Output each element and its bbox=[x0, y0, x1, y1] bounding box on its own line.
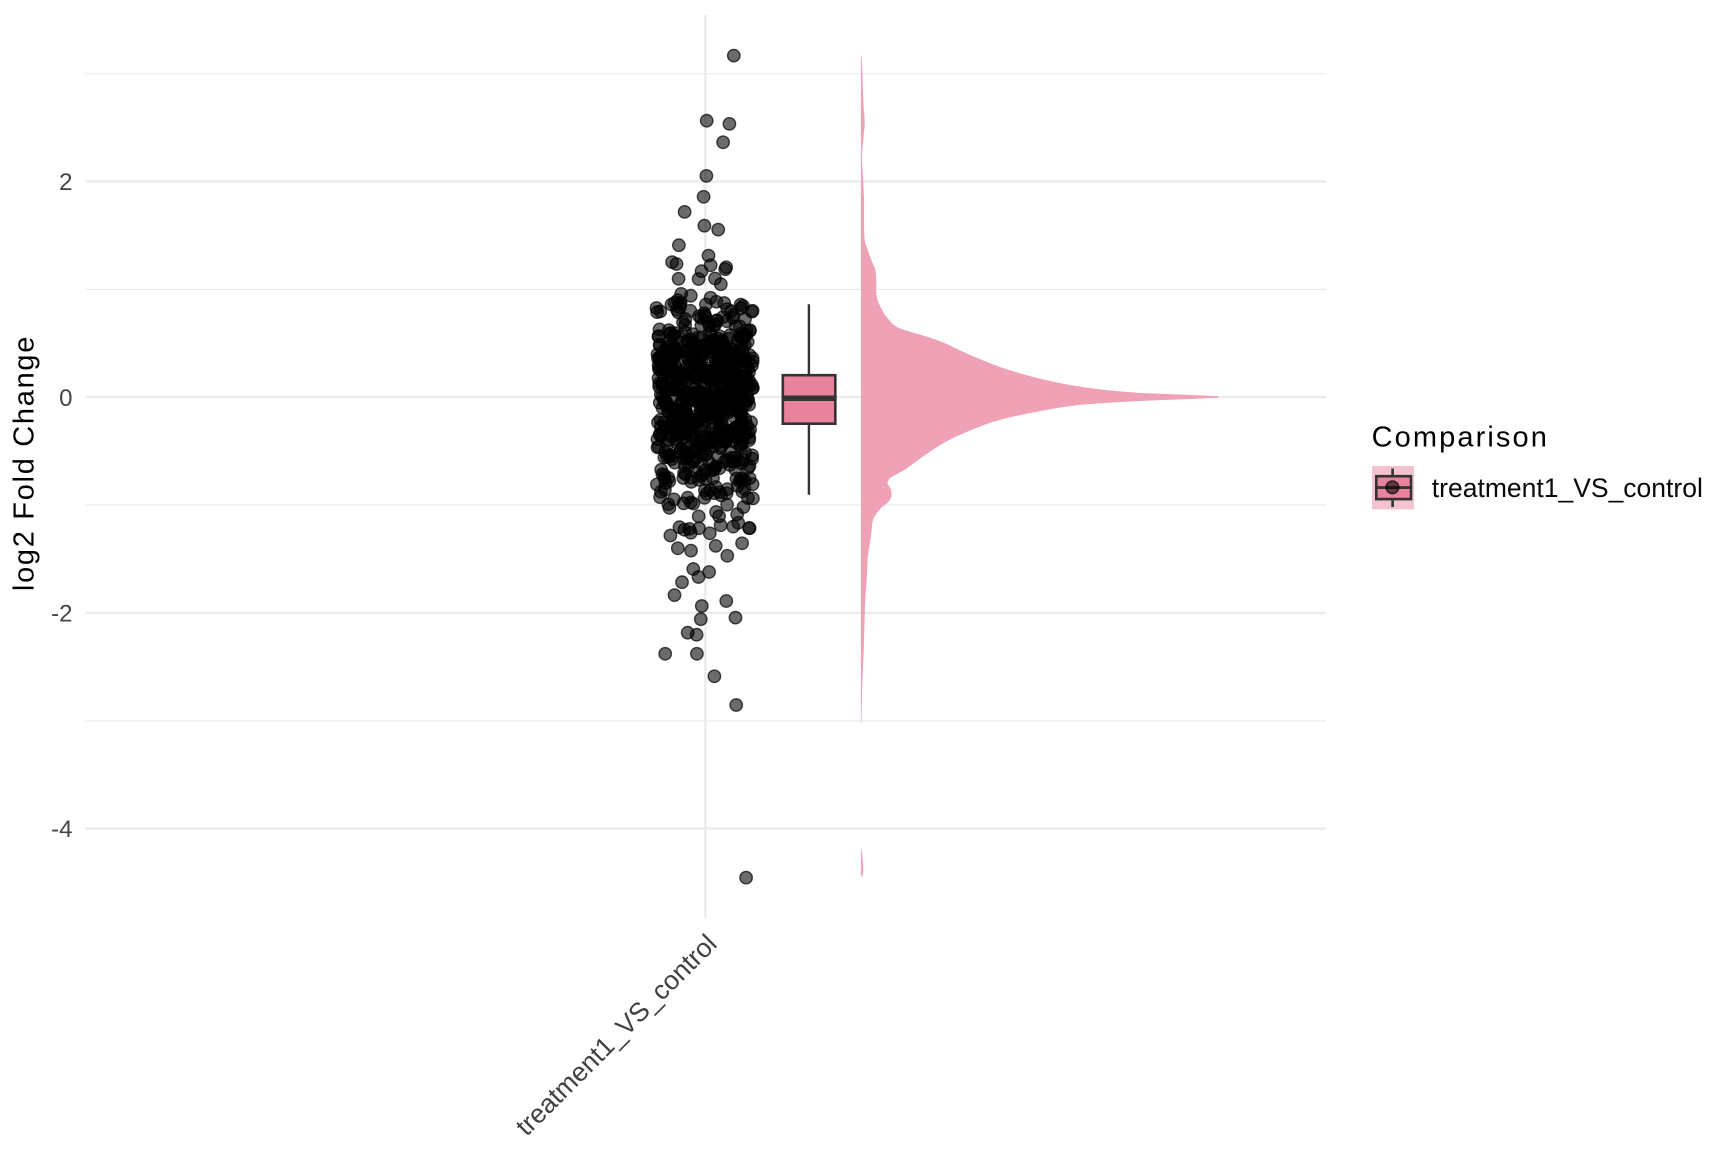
svg-text:-4: -4 bbox=[51, 816, 72, 843]
svg-text:2: 2 bbox=[59, 169, 72, 196]
svg-text:treatment1_VS_control: treatment1_VS_control bbox=[1432, 473, 1703, 503]
svg-text:Comparison: Comparison bbox=[1372, 422, 1549, 454]
svg-text:log2 Fold Change: log2 Fold Change bbox=[9, 335, 41, 591]
svg-text:-2: -2 bbox=[51, 601, 72, 628]
svg-text:0: 0 bbox=[59, 385, 72, 412]
